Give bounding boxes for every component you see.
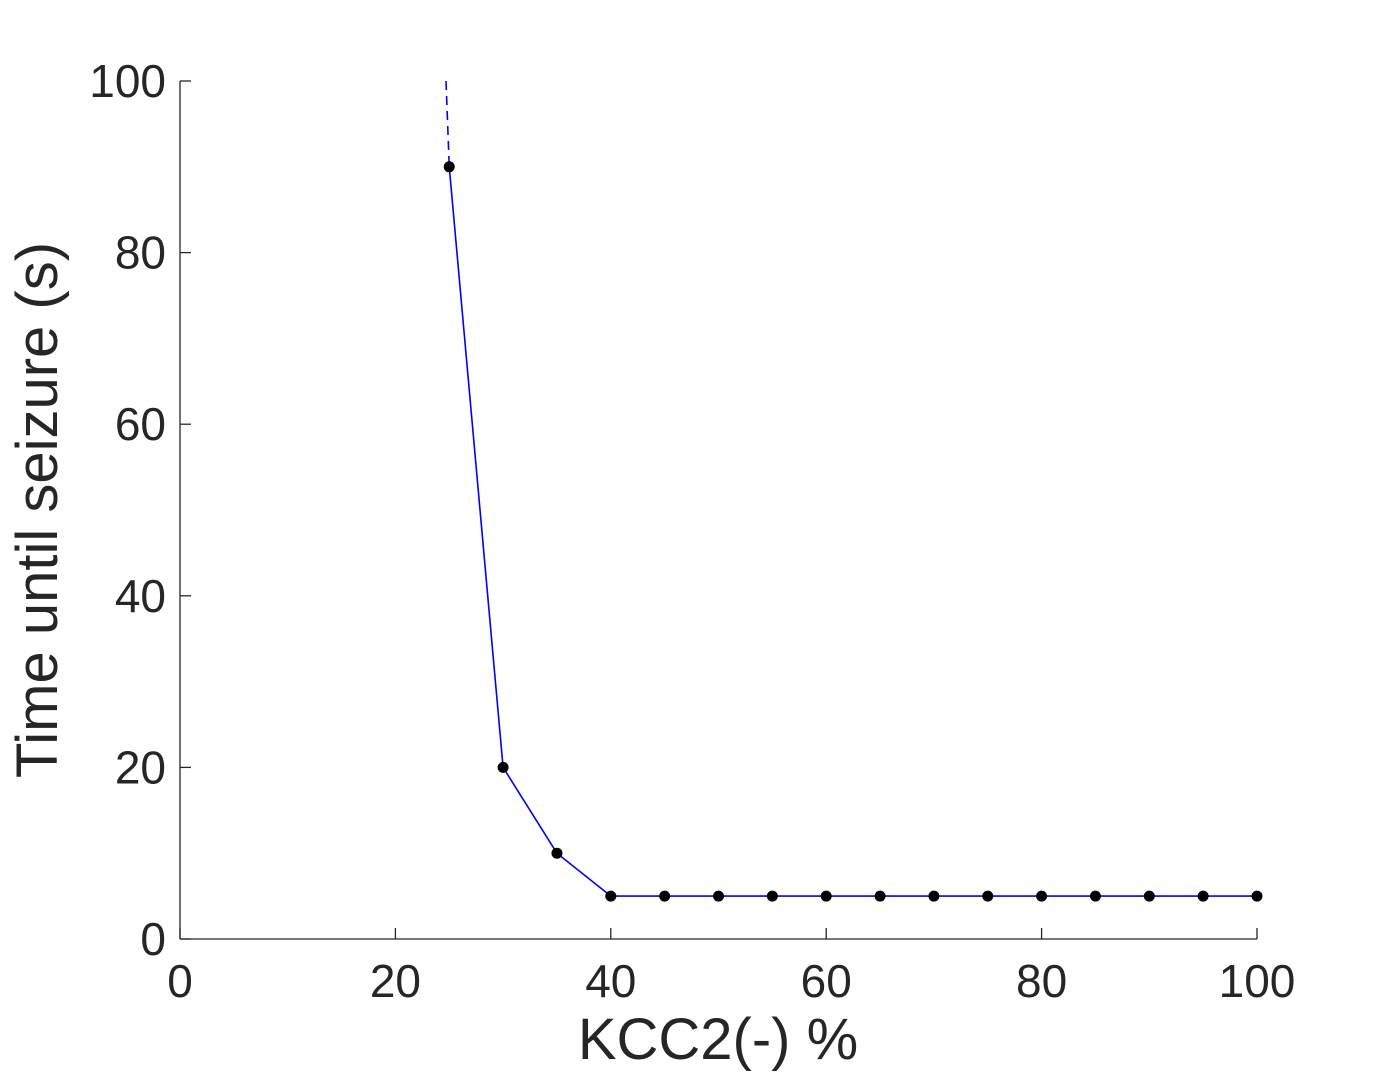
axes <box>179 81 1257 940</box>
dashed-extension-line <box>445 80 451 167</box>
data-point <box>766 890 778 902</box>
data-point <box>1089 890 1101 902</box>
data-point <box>1036 890 1048 902</box>
data-point <box>605 890 617 902</box>
y-tick-label: 80 <box>115 227 166 279</box>
x-tick-label: 60 <box>801 955 852 1007</box>
x-tick-label: 80 <box>1016 955 1067 1007</box>
data-point <box>1251 890 1263 902</box>
y-tick-label: 20 <box>115 741 166 793</box>
x-axis-label: KCC2(-) % <box>578 1007 858 1072</box>
x-tick-label: 100 <box>1219 955 1296 1007</box>
data-point <box>874 890 886 902</box>
series-line <box>448 166 1257 897</box>
y-axis-label: Time until seizure (s) <box>5 242 70 778</box>
y-tick-label: 40 <box>115 570 166 622</box>
data-point <box>1143 890 1155 902</box>
data-point <box>659 890 671 902</box>
data-point <box>497 761 509 773</box>
data-point <box>713 890 724 902</box>
x-tick-label: 0 <box>167 955 193 1007</box>
data-point <box>982 890 994 902</box>
y-tick-label: 60 <box>115 398 166 450</box>
data-point <box>928 890 940 902</box>
series-points <box>443 161 1263 902</box>
y-tick-label: 100 <box>89 55 166 107</box>
data-point <box>443 161 455 173</box>
y-axis-ticks: 0 20 40 60 80 100 <box>89 55 191 965</box>
series-lines <box>445 80 1257 897</box>
y-tick-label: 0 <box>140 913 166 965</box>
data-point <box>551 847 563 859</box>
data-point <box>1197 890 1209 902</box>
x-axis-ticks: 0 20 40 60 80 100 <box>167 928 1295 1007</box>
data-point <box>820 890 832 902</box>
x-tick-label: 40 <box>585 955 636 1007</box>
x-tick-label: 20 <box>370 955 421 1007</box>
